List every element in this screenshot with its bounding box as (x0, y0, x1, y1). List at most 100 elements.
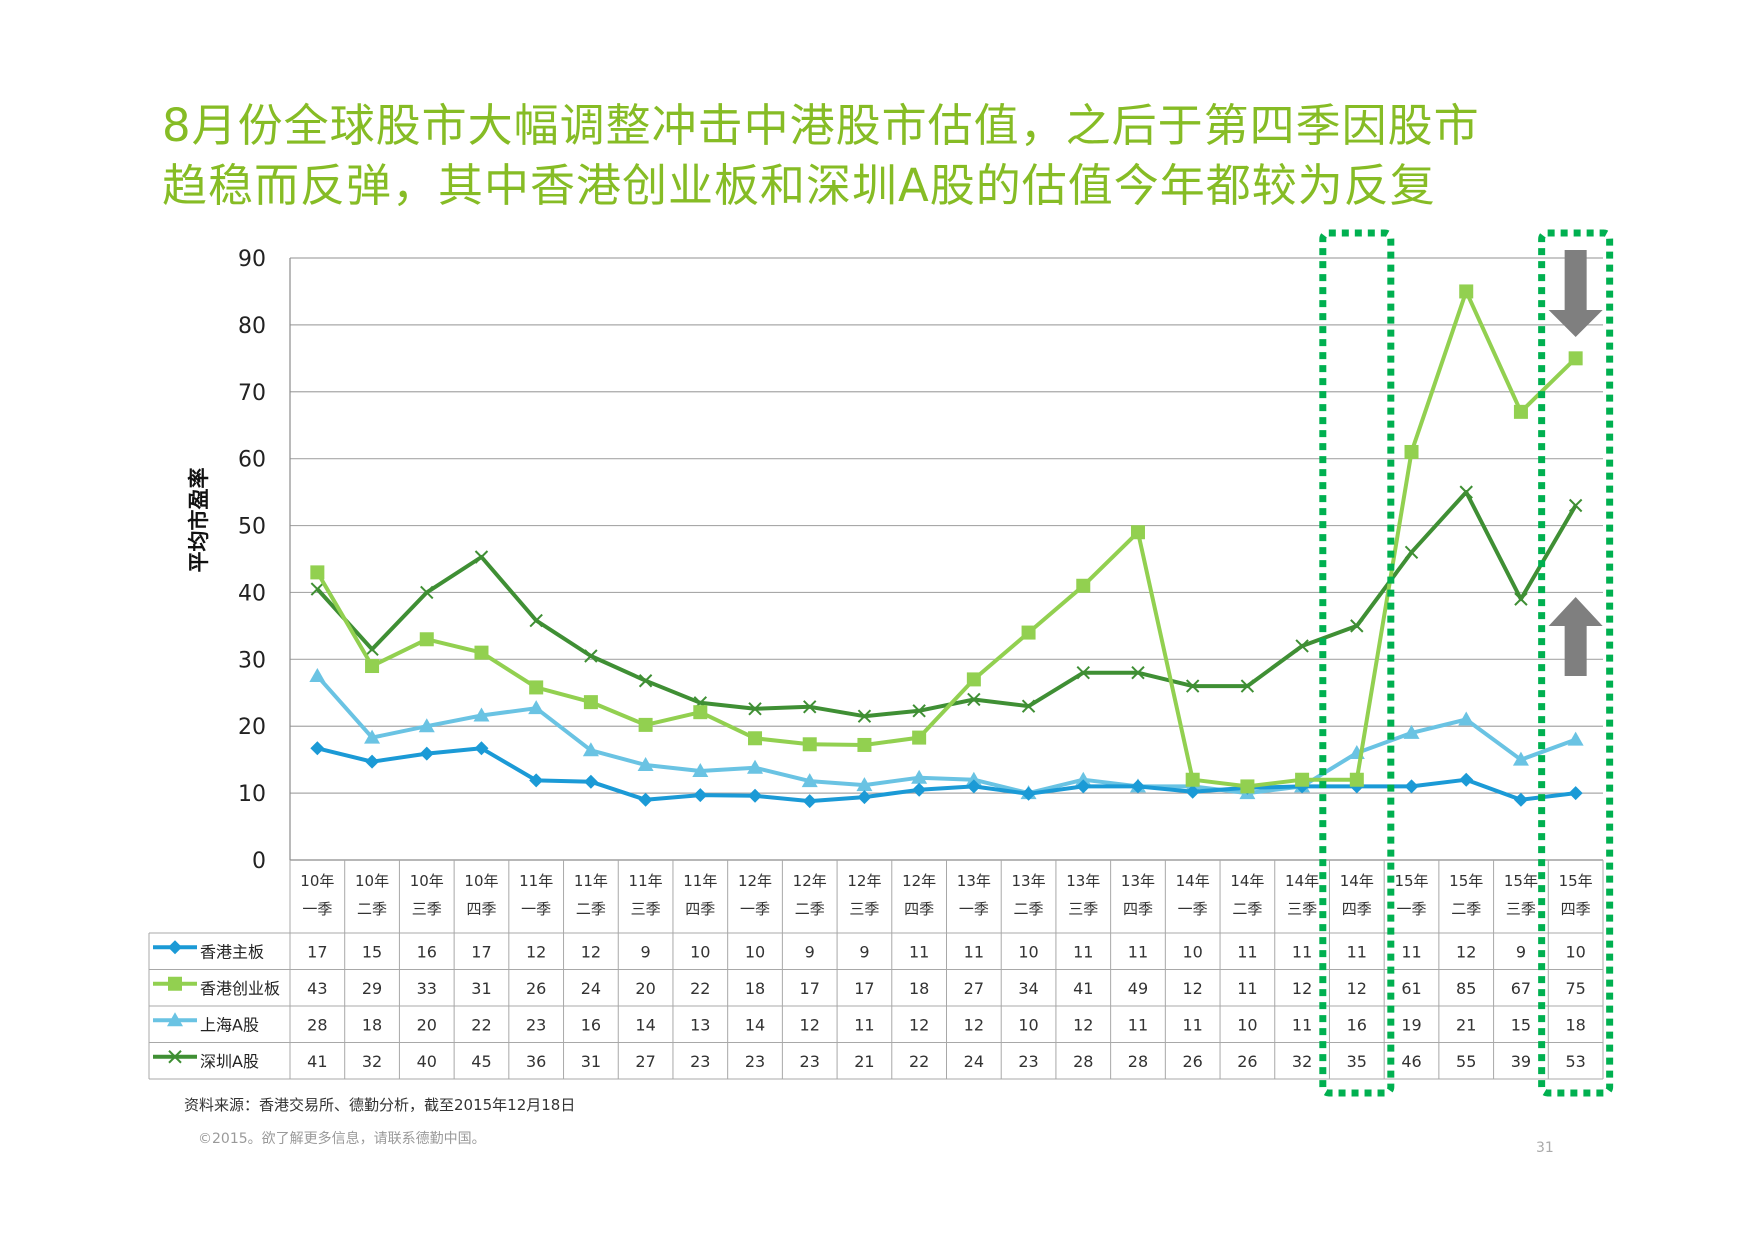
x-tick-quarter: 四季 (466, 900, 496, 918)
x-tick-quarter: 三季 (1506, 900, 1536, 918)
x-tick-quarter: 三季 (412, 900, 442, 918)
marker-square (1185, 772, 1200, 787)
x-tick-year: 15年 (1449, 872, 1483, 890)
marker-diamond (1568, 786, 1583, 801)
table-cell: 55 (1456, 1052, 1476, 1071)
x-tick-quarter: 二季 (357, 900, 387, 918)
table-cell: 24 (581, 979, 601, 998)
marker-triangle (582, 742, 599, 757)
x-tick-quarter: 三季 (1287, 900, 1317, 918)
marker-square (310, 565, 325, 580)
table-cell: 12 (1456, 942, 1476, 961)
marker-square (1130, 525, 1145, 540)
x-tick-year: 13年 (957, 872, 991, 890)
table-cell: 18 (745, 979, 765, 998)
x-tick-year: 12年 (847, 872, 881, 890)
marker-diamond (802, 794, 817, 809)
marker-triangle (692, 763, 709, 778)
table-cell: 17 (307, 942, 327, 961)
table-cell: 12 (909, 1015, 929, 1034)
table-cell: 12 (1347, 979, 1367, 998)
x-tick-quarter: 一季 (302, 900, 332, 918)
y-tick-0: 0 (252, 849, 266, 874)
table-cell: 10 (1018, 1015, 1038, 1034)
marker-triangle (1567, 731, 1584, 746)
marker-x (474, 550, 489, 564)
x-tick-year: 14年 (1285, 872, 1319, 890)
marker-triangle (965, 771, 982, 786)
table-cell: 10 (690, 942, 710, 961)
marker-square (419, 632, 434, 647)
series-line (315, 490, 1578, 719)
series-line (316, 746, 1576, 804)
table-cell: 41 (1073, 979, 1093, 998)
table-cell: 61 (1401, 979, 1421, 998)
table-cell: 67 (1511, 979, 1531, 998)
marker-square (1404, 444, 1419, 459)
marker-x (420, 585, 434, 600)
x-tick-year: 11年 (574, 872, 608, 890)
marker-diamond (748, 788, 763, 803)
table-cell: 17 (800, 979, 820, 998)
title-line-2: 趋稳而反弹，其中香港创业板和深圳A股的估值今年都较为反复 (162, 159, 1436, 212)
table-cell: 24 (964, 1052, 984, 1071)
table-cell: 28 (1128, 1052, 1148, 1071)
x-tick-year: 12年 (902, 872, 936, 890)
marker-triangle (1512, 751, 1529, 766)
marker-x (1568, 498, 1583, 513)
table-cell: 28 (1073, 1052, 1093, 1071)
marker-triangle (309, 668, 326, 683)
table-cell: 11 (1347, 942, 1367, 961)
y-tick-70: 70 (238, 381, 266, 406)
x-tick-year: 11年 (629, 872, 663, 890)
marker-x (1131, 666, 1145, 680)
x-tick-year: 13年 (1066, 872, 1100, 890)
table-cell: 11 (1401, 942, 1421, 961)
x-tick-quarter: 四季 (1561, 900, 1591, 918)
table-cell: 31 (471, 979, 491, 998)
series-line (315, 674, 1577, 796)
x-tick-year: 11年 (683, 872, 717, 890)
table-cell: 26 (1183, 1052, 1203, 1071)
table-cell: 45 (471, 1052, 491, 1071)
table-cell: 10 (1565, 942, 1585, 961)
marker-x (529, 613, 543, 628)
marker-triangle (1458, 711, 1475, 726)
x-tick-quarter: 二季 (795, 900, 825, 918)
marker-diamond (1021, 786, 1036, 801)
table-cell: 21 (1456, 1015, 1476, 1034)
table-cell: 12 (964, 1015, 984, 1034)
table-cell: 10 (1183, 942, 1203, 961)
marker-triangle (911, 769, 928, 784)
marker-triangle (473, 707, 490, 722)
marker-diamond (1404, 779, 1419, 794)
table-cell: 23 (745, 1052, 765, 1071)
table-cell: 32 (1292, 1052, 1312, 1071)
y-tick-50: 50 (238, 515, 266, 540)
marker-x (1076, 666, 1090, 680)
marker-square (583, 695, 598, 710)
legend-label: 香港主板 (200, 942, 264, 961)
table-cell: 10 (1237, 1015, 1257, 1034)
marker-square (365, 659, 380, 674)
table-cell: 23 (1018, 1052, 1038, 1071)
marker-x (310, 582, 325, 596)
legend-label: 香港创业板 (200, 979, 280, 998)
x-tick-quarter: 三季 (631, 900, 661, 918)
table-cell: 31 (581, 1052, 601, 1071)
y-tick-30: 30 (238, 648, 266, 673)
legend-label: 上海A股 (200, 1015, 259, 1034)
marker-diamond (583, 774, 598, 789)
dotted-highlight-box (1319, 229, 1395, 1097)
marker-x (967, 692, 981, 707)
x-tick-year: 15年 (1559, 872, 1593, 890)
x-tick-quarter: 二季 (576, 900, 606, 918)
marker-diamond (419, 746, 434, 761)
x-tick-quarter: 二季 (1451, 900, 1481, 918)
table-cell: 22 (909, 1052, 929, 1071)
marker-x (638, 674, 653, 688)
marker-triangle (167, 1012, 183, 1027)
marker-triangle (801, 773, 818, 788)
